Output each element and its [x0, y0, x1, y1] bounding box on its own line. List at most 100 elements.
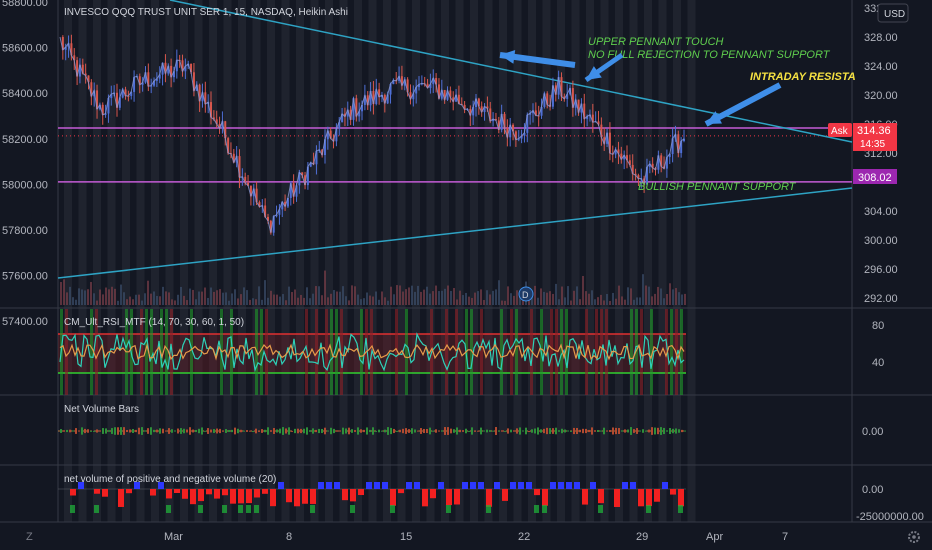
candle-body — [514, 131, 517, 140]
left-axis-label: 57800.00 — [2, 225, 48, 237]
posneg-neg-bar — [646, 489, 652, 507]
volume-bar — [684, 293, 686, 305]
candle-body — [645, 166, 648, 185]
volume-bar — [222, 292, 224, 305]
netvol-bar — [285, 428, 287, 434]
posneg-marker — [534, 505, 539, 513]
volume-bar — [585, 291, 587, 305]
rsi-pane-title: CM_Ult_RSI_MTF (14, 70, 30, 60, 1, 50) — [64, 317, 245, 328]
candle-body — [104, 113, 107, 115]
session-band — [325, 0, 333, 522]
volume-bar — [615, 298, 617, 305]
rsi-background-bar — [230, 309, 233, 395]
netvol-bar — [678, 429, 680, 433]
netvol-bar — [429, 427, 431, 435]
netvol-bar — [339, 430, 341, 432]
candle-body — [412, 93, 415, 100]
netvol-bar — [66, 429, 68, 433]
volume-bar — [492, 290, 494, 305]
netvol-bar — [627, 429, 629, 433]
volume-bar — [300, 294, 302, 305]
netvol-bar — [426, 428, 428, 434]
volume-bar — [435, 285, 437, 305]
candle-body — [606, 132, 609, 144]
netvol-bar — [147, 428, 149, 434]
upper-trendline — [169, 0, 853, 143]
netvol-bar — [540, 429, 542, 433]
netvol-bar — [198, 428, 200, 434]
annotation-intraday: INTRADAY RESISTA — [750, 71, 856, 83]
netvol-bar — [423, 428, 425, 434]
candle-body — [84, 73, 87, 76]
candle-body — [483, 106, 486, 113]
volume-bar — [366, 292, 368, 305]
candle-body — [121, 89, 124, 98]
session-band — [107, 0, 116, 522]
volume-bar — [249, 299, 251, 305]
netvol-bar — [654, 427, 656, 435]
rsi-background-bar — [145, 309, 148, 395]
session-band — [165, 0, 174, 522]
candle-body — [432, 78, 435, 85]
volume-bar — [417, 285, 419, 305]
volume-bar — [375, 291, 377, 305]
posneg-marker — [646, 505, 651, 513]
volume-bar — [138, 294, 140, 305]
netvol-bar — [420, 428, 422, 434]
posneg-marker — [390, 505, 395, 513]
candle-body — [400, 76, 403, 86]
candle-body — [472, 107, 475, 116]
posneg-neg-bar — [150, 489, 156, 496]
netvol-bar — [165, 430, 167, 432]
candle-body — [329, 130, 332, 139]
rsi-background-bar — [480, 309, 483, 395]
candle-body — [440, 90, 443, 99]
candle-body — [198, 84, 201, 102]
left-axis-label: 58400.00 — [2, 88, 48, 100]
volume-bar — [387, 300, 389, 305]
candle-body — [520, 135, 523, 139]
netvol-bar — [159, 428, 161, 434]
candle-body — [306, 166, 309, 186]
arrow-upper-touch-head — [500, 50, 516, 64]
volume-bar — [459, 290, 461, 305]
candle-body — [409, 92, 412, 100]
candle-body — [492, 118, 495, 122]
price-series-line — [59, 36, 685, 233]
posneg-pos-bar — [526, 482, 532, 489]
netvol-bar — [216, 428, 218, 434]
netvol-bar — [102, 428, 104, 434]
netvol-bar — [84, 428, 86, 434]
session-band — [629, 0, 638, 522]
netvol-bar — [471, 427, 473, 435]
netvol-bar — [372, 427, 374, 435]
netvol-bar — [543, 428, 545, 434]
netvol-bar — [354, 430, 356, 432]
rsi-background-bar — [315, 309, 318, 395]
candle-body — [304, 175, 307, 186]
volume-bar — [543, 291, 545, 305]
netvol-bar — [387, 427, 389, 435]
netvol-bar — [651, 427, 653, 435]
posneg-pos-bar — [622, 482, 628, 489]
posneg-marker — [446, 505, 451, 513]
rsi-background-bar — [550, 309, 553, 395]
candle-body — [668, 154, 671, 158]
candle-body — [284, 201, 287, 207]
netvol-bar — [645, 430, 647, 432]
candle-body — [563, 96, 566, 99]
volume-bar — [480, 289, 482, 305]
volume-bar — [396, 285, 398, 305]
volume-bar — [72, 297, 74, 305]
netvol-bar — [138, 427, 140, 435]
netvol-bar — [393, 428, 395, 434]
volume-bar — [315, 286, 317, 305]
netvol-bar — [531, 429, 533, 433]
posneg-pos-bar — [374, 482, 380, 489]
volume-bar — [285, 300, 287, 305]
candle-body — [657, 155, 660, 170]
netvol-bar — [297, 428, 299, 434]
volume-bar — [102, 294, 104, 305]
volume-bar — [501, 300, 503, 305]
